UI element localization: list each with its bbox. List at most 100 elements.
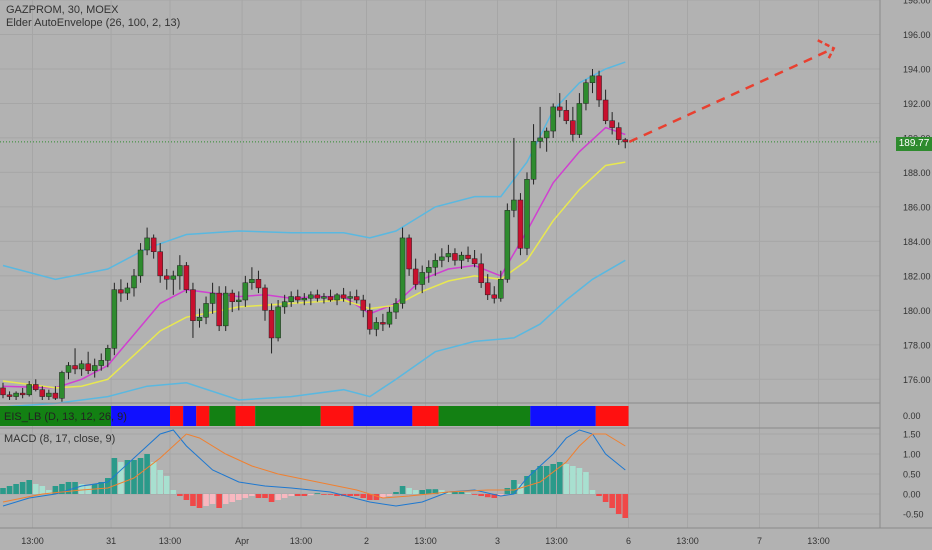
candle-body[interactable] (615, 127, 622, 140)
eis-segment-red[interactable] (412, 406, 439, 426)
candle-body[interactable] (255, 279, 262, 289)
macd-histogram-bar[interactable] (32, 484, 39, 494)
macd-histogram-bar[interactable] (386, 494, 393, 496)
macd-histogram-bar[interactable] (190, 494, 196, 506)
macd-histogram-bar[interactable] (432, 489, 439, 494)
candle-body[interactable] (164, 275, 170, 280)
candle-body[interactable] (524, 179, 530, 249)
candle-body[interactable] (72, 365, 78, 370)
candle-body[interactable] (111, 289, 118, 349)
candle-body[interactable] (203, 303, 209, 318)
candle-body[interactable] (471, 258, 478, 265)
macd-histogram-bar[interactable] (471, 494, 478, 495)
macd-histogram-bar[interactable] (393, 492, 399, 494)
macd-histogram-bar[interactable] (203, 494, 209, 506)
candle-body[interactable] (105, 348, 111, 361)
macd-histogram-bar[interactable] (301, 494, 308, 496)
macd-histogram-bar[interactable] (314, 493, 321, 494)
macd-histogram-bar[interactable] (491, 494, 498, 498)
candle-body[interactable] (85, 363, 91, 371)
macd-histogram-bar[interactable] (347, 494, 353, 496)
candle-body[interactable] (13, 392, 19, 397)
macd-histogram-bar[interactable] (39, 486, 46, 494)
eis-segment-blue[interactable] (353, 406, 413, 426)
macd-histogram-bar[interactable] (504, 488, 511, 494)
candle-body[interactable] (19, 392, 26, 396)
candle-body[interactable] (353, 296, 360, 301)
macd-histogram-bar[interactable] (262, 494, 268, 498)
macd-histogram-bar[interactable] (26, 480, 32, 494)
macd-histogram-bar[interactable] (222, 494, 229, 504)
candle-body[interactable] (301, 298, 308, 301)
candle-body[interactable] (268, 310, 275, 339)
candle-body[interactable] (530, 141, 537, 180)
macd-histogram-bar[interactable] (0, 488, 6, 494)
candle-body[interactable] (498, 279, 504, 299)
macd-histogram-bar[interactable] (530, 470, 537, 494)
candle-body[interactable] (229, 292, 235, 302)
candle-body[interactable] (583, 82, 589, 104)
macd-histogram-bar[interactable] (288, 494, 294, 496)
candle-body[interactable] (26, 384, 32, 396)
macd-histogram-bar[interactable] (65, 482, 72, 494)
candle-body[interactable] (288, 296, 294, 302)
macd-histogram-bar[interactable] (177, 494, 183, 496)
candle-body[interactable] (98, 360, 104, 366)
candle-body[interactable] (570, 120, 576, 135)
macd-histogram-bar[interactable] (196, 494, 203, 508)
eis-segment-blue[interactable] (111, 406, 171, 426)
macd-histogram-bar[interactable] (268, 494, 275, 502)
candle-body[interactable] (491, 294, 497, 299)
candle-body[interactable] (478, 263, 484, 284)
macd-histogram-bar[interactable] (321, 494, 327, 495)
candle-body[interactable] (563, 110, 570, 121)
macd-histogram-bar[interactable] (412, 490, 419, 494)
macd-histogram-bar[interactable] (131, 460, 137, 494)
macd-histogram-bar[interactable] (255, 494, 262, 498)
candle-body[interactable] (445, 253, 452, 258)
macd-histogram-bar[interactable] (517, 484, 524, 494)
candle-body[interactable] (177, 265, 183, 277)
eis-segment-green[interactable] (209, 406, 236, 426)
candle-body[interactable] (432, 260, 439, 268)
candle-body[interactable] (6, 394, 13, 397)
macd-histogram-bar[interactable] (137, 458, 144, 494)
candle-body[interactable] (347, 296, 353, 299)
candle-body[interactable] (380, 322, 386, 325)
candle-body[interactable] (281, 301, 288, 308)
macd-histogram-bar[interactable] (563, 464, 570, 494)
macd-histogram-bar[interactable] (445, 492, 452, 494)
candle-body[interactable] (216, 292, 222, 327)
macd-histogram-bar[interactable] (170, 490, 177, 494)
candle-body[interactable] (137, 249, 144, 277)
candle-body[interactable] (589, 75, 596, 84)
candle-body[interactable] (91, 365, 98, 371)
candle-body[interactable] (295, 296, 301, 301)
macd-histogram-bar[interactable] (118, 462, 124, 494)
candle-body[interactable] (367, 310, 373, 330)
candle-body[interactable] (426, 266, 432, 273)
candle-body[interactable] (314, 294, 321, 299)
macd-histogram-bar[interactable] (576, 468, 583, 494)
macd-histogram-bar[interactable] (406, 488, 412, 494)
eis-segment-red[interactable] (595, 406, 629, 426)
candle-body[interactable] (334, 294, 340, 301)
eis-segment-green[interactable] (0, 406, 112, 426)
candle-body[interactable] (39, 389, 46, 397)
macd-histogram-bar[interactable] (458, 492, 465, 494)
eis-segment-red[interactable] (320, 406, 354, 426)
eis-segment-blue[interactable] (183, 406, 197, 426)
eis-segment-blue[interactable] (530, 406, 596, 426)
eis-pane[interactable] (0, 406, 629, 426)
macd-histogram-bar[interactable] (6, 486, 13, 494)
candle-body[interactable] (557, 106, 563, 111)
macd-histogram-bar[interactable] (13, 484, 19, 494)
macd-histogram-bar[interactable] (216, 494, 222, 508)
macd-histogram-bar[interactable] (360, 494, 367, 498)
macd-histogram-bar[interactable] (550, 464, 556, 494)
candle-body[interactable] (308, 294, 314, 299)
candle-body[interactable] (412, 268, 419, 285)
macd-histogram-bar[interactable] (425, 489, 432, 494)
macd-histogram-bar[interactable] (419, 490, 425, 494)
